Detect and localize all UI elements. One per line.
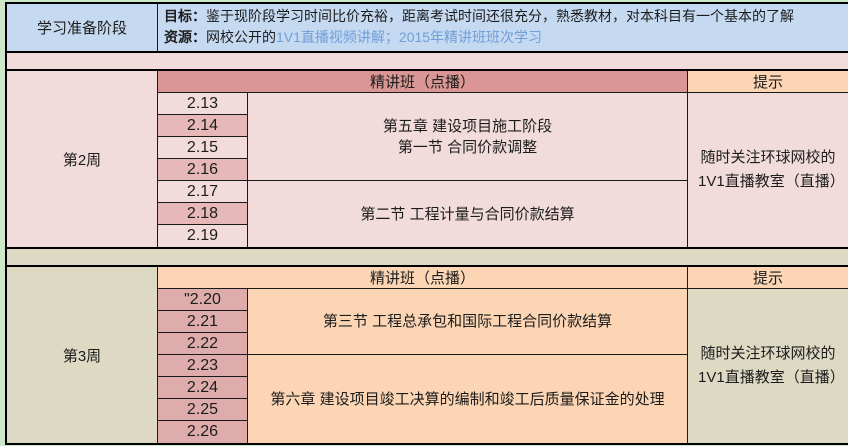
stage-label: 学习准备阶段	[36, 20, 127, 37]
week3-tip-cell: 随时关注环球网校的1V1直播教室（直播）	[688, 289, 848, 443]
week2-label: 第2周	[62, 151, 102, 169]
resource-label: 资源：	[164, 29, 206, 45]
date-cell: 2.14	[158, 115, 248, 137]
week2-label-cell: 第2周	[7, 71, 158, 247]
date-cell: 2.24	[158, 377, 248, 399]
resource-line: 资源：网校公开的1V1直播视频讲解；2015年精讲班班次学习	[164, 27, 842, 48]
week2-section: 第2周 精讲班（点播） 提示 2.13 2.14 2.15 2.16 2.17 …	[7, 71, 848, 249]
week3-content-a: 第三节 工程总承包和国际工程合同价款结算	[248, 289, 688, 355]
date-cell: 2.23	[158, 355, 248, 377]
study-plan-table: 学习准备阶段 目标：鉴于现阶段学习时间比价充裕，距离考试时间还很充分，熟悉教材，…	[5, 2, 848, 445]
stage-label-cell: 学习准备阶段	[7, 4, 158, 51]
week3-class-header-cell: 精讲班（点播）	[158, 267, 688, 289]
week3-label: 第3周	[62, 347, 102, 365]
week3-label-cell: 第3周	[7, 267, 158, 443]
week2-content-b: 第二节 工程计量与合同价款结算	[248, 181, 688, 247]
week3-class-header: 精讲班（点播）	[369, 270, 475, 287]
week2-class-header: 精讲班（点播）	[369, 74, 475, 91]
resource-text: 网校公开的	[206, 29, 276, 45]
separator-row-pink	[7, 53, 848, 71]
date-cell: 2.17	[158, 181, 248, 203]
goal-text: 鉴于现阶段学习时间比价充裕，距离考试时间还很充分，熟悉教材，对本科目有一个基本的…	[206, 8, 794, 24]
date-cell: 2.22	[158, 333, 248, 355]
week3-tip-header-cell: 提示	[688, 267, 848, 289]
goal-label: 目标：	[164, 8, 206, 24]
week2-content-a: 第五章 建设项目施工阶段 第一节 合同价款调整	[248, 93, 688, 181]
resource-link[interactable]: 1V1直播视频讲解；2015年精讲班班次学习	[276, 29, 543, 45]
week3-section: 第3周 精讲班（点播） 提示 "2.20 2.21 2.22 2.23 2.24…	[7, 267, 848, 443]
week2-class-header-cell: 精讲班（点播）	[158, 71, 688, 93]
week3-content-b: 第六章 建设项目竣工决算的编制和竣工后质量保证金的处理	[248, 355, 688, 443]
week2-tip-header-cell: 提示	[688, 71, 848, 93]
date-cell: 2.13	[158, 93, 248, 115]
date-cell: 2.19	[158, 225, 248, 247]
week3-tip-header: 提示	[752, 270, 783, 287]
goal-resource-cell: 目标：鉴于现阶段学习时间比价充裕，距离考试时间还很充分，熟悉教材，对本科目有一个…	[158, 4, 848, 51]
date-cell: 2.25	[158, 399, 248, 421]
week2-tip-cell: 随时关注环球网校的1V1直播教室（直播）	[688, 93, 848, 247]
separator-row-beige	[7, 249, 848, 267]
date-cell: 2.16	[158, 159, 248, 181]
date-cell: "2.20	[158, 289, 248, 311]
goal-line: 目标：鉴于现阶段学习时间比价充裕，距离考试时间还很充分，熟悉教材，对本科目有一个…	[164, 6, 842, 27]
week2-tip-header: 提示	[752, 74, 783, 91]
date-cell: 2.26	[158, 421, 248, 443]
date-cell: 2.15	[158, 137, 248, 159]
stage-header-row: 学习准备阶段 目标：鉴于现阶段学习时间比价充裕，距离考试时间还很充分，熟悉教材，…	[7, 4, 848, 53]
date-cell: 2.18	[158, 203, 248, 225]
date-cell: 2.21	[158, 311, 248, 333]
